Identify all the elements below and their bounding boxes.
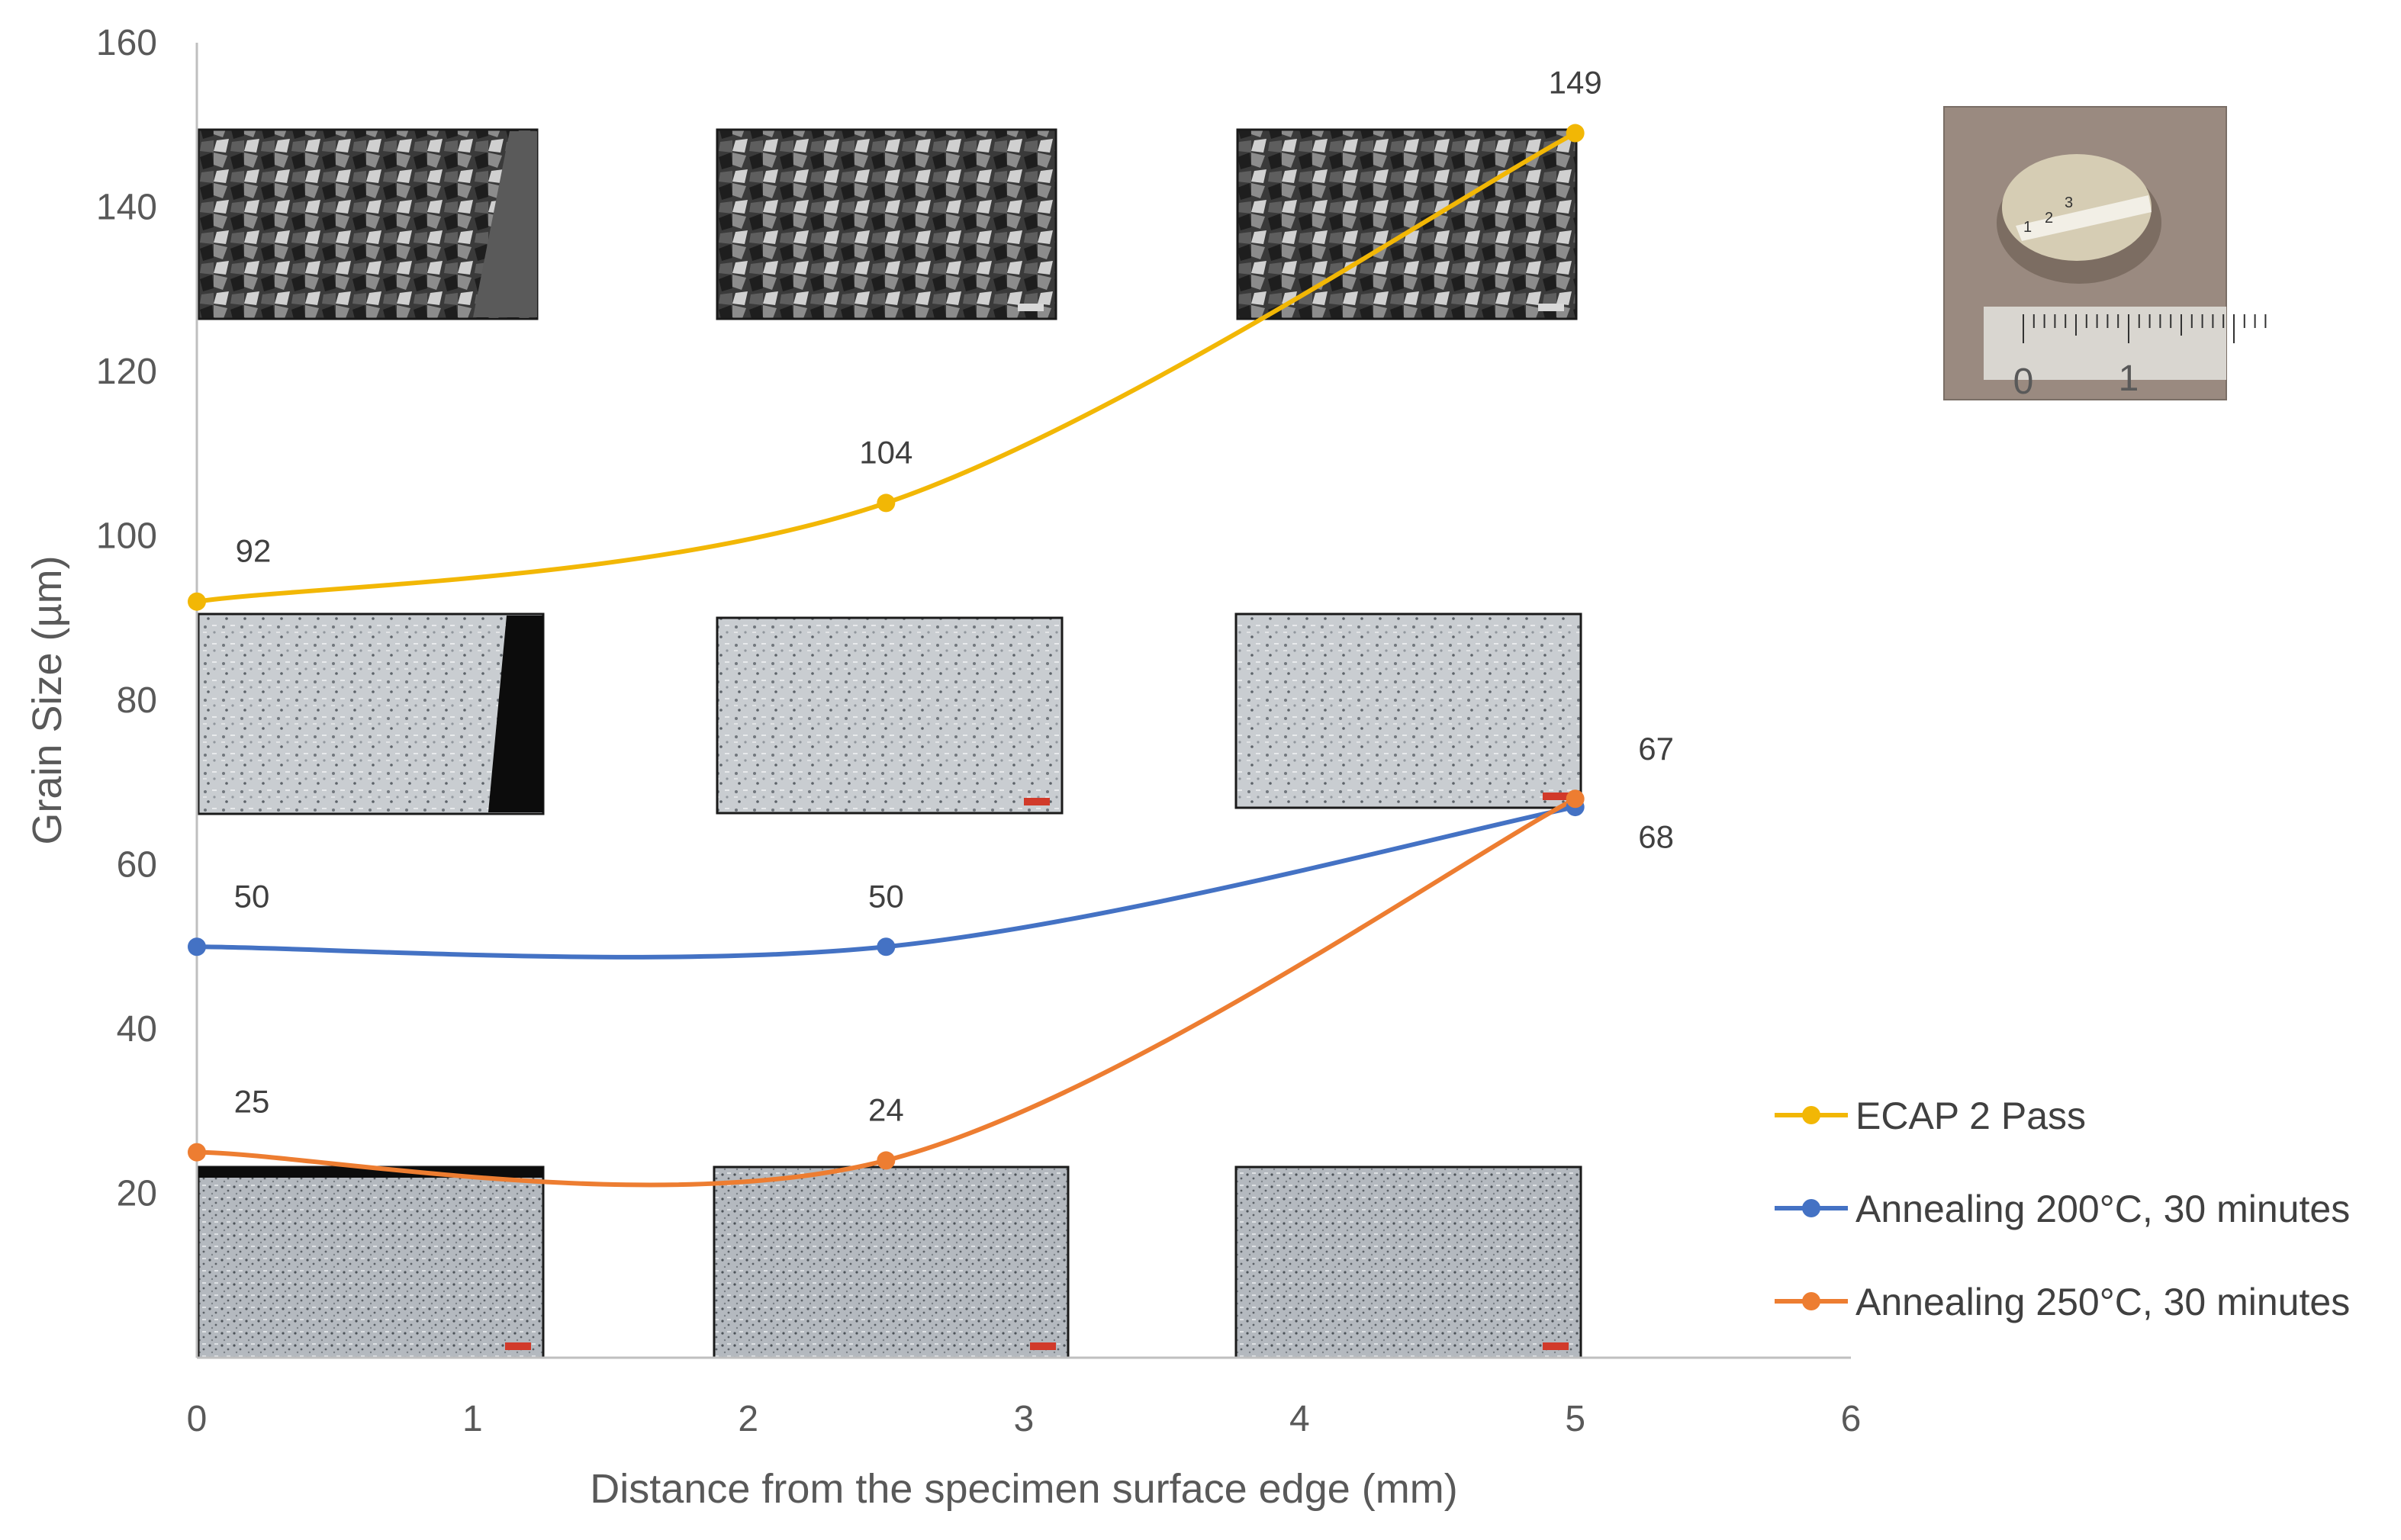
legend-swatch-marker bbox=[1802, 1292, 1820, 1310]
x-tick-label: 0 bbox=[187, 1399, 208, 1439]
legend-swatch-marker bbox=[1802, 1199, 1820, 1217]
series-points bbox=[188, 124, 1585, 1170]
x-tick-label: 6 bbox=[1841, 1399, 1862, 1439]
legend: ECAP 2 Pass Annealing 200°C, 30 minutes An… bbox=[1775, 1095, 2350, 1323]
data-label: 104 bbox=[859, 434, 912, 470]
scale-bar-3 bbox=[1538, 304, 1564, 311]
micrograph-images bbox=[197, 128, 1582, 1359]
data-label: 50 bbox=[234, 878, 270, 914]
y-tick-label: 80 bbox=[117, 680, 157, 721]
data-label: 92 bbox=[236, 533, 272, 569]
data-point bbox=[188, 1143, 206, 1162]
y-tick-label: 160 bbox=[96, 23, 157, 63]
data-point bbox=[1566, 124, 1585, 143]
data-point bbox=[877, 494, 896, 513]
micrograph-edge bbox=[473, 131, 537, 317]
ruler-label-0: 0 bbox=[2013, 362, 2034, 402]
data-label: 67 bbox=[1638, 731, 1674, 767]
scale-bar-5 bbox=[1024, 798, 1050, 805]
data-label: 24 bbox=[868, 1092, 904, 1127]
y-tick-label: 120 bbox=[96, 352, 157, 392]
scale-bar-2 bbox=[1018, 304, 1044, 311]
scale-bar-6 bbox=[1543, 793, 1569, 800]
micrograph-7 bbox=[197, 1165, 545, 1359]
micrograph-8 bbox=[713, 1165, 1070, 1359]
y-tick-label: 40 bbox=[117, 1009, 157, 1050]
micrograph-5 bbox=[716, 616, 1064, 815]
scale-bar-8 bbox=[1030, 1342, 1056, 1350]
legend-label: Annealing 200°C, 30 minutes bbox=[1855, 1188, 2350, 1230]
micrograph-9 bbox=[1234, 1165, 1582, 1359]
x-tick-label: 5 bbox=[1565, 1399, 1585, 1439]
data-label: 149 bbox=[1549, 65, 1602, 101]
micrograph-6 bbox=[1234, 612, 1582, 809]
legend-item: ECAP 2 Pass bbox=[1775, 1095, 2086, 1137]
x-tick-label: 4 bbox=[1289, 1399, 1310, 1439]
y-tick-label: 100 bbox=[96, 516, 157, 557]
micrograph-edge bbox=[488, 616, 543, 812]
x-tick-label: 3 bbox=[1014, 1399, 1035, 1439]
data-label: 68 bbox=[1638, 818, 1674, 854]
x-tick-label: 2 bbox=[738, 1399, 758, 1439]
x-tick-labels: 0 1 2 3 4 5 6 bbox=[187, 1399, 1862, 1439]
specimen-mark-1: 1 bbox=[2023, 219, 2032, 236]
data-point bbox=[1566, 789, 1585, 809]
legend-label: ECAP 2 Pass bbox=[1855, 1095, 2086, 1137]
micrograph-4 bbox=[197, 612, 545, 815]
legend-swatch-marker bbox=[1802, 1106, 1820, 1124]
y-tick-label: 140 bbox=[96, 188, 157, 228]
ruler-ticks bbox=[2023, 314, 2267, 343]
data-labels: 92 104 149 50 50 67 25 24 68 bbox=[234, 65, 1674, 1128]
legend-label: Annealing 250°C, 30 minutes bbox=[1855, 1281, 2350, 1323]
micrograph-3 bbox=[1236, 128, 1578, 320]
specimen-mark-2: 2 bbox=[2045, 210, 2053, 227]
y-tick-labels: 20 40 60 80 100 120 140 160 bbox=[96, 23, 157, 1214]
y-tick-label: 20 bbox=[117, 1174, 157, 1214]
data-label: 50 bbox=[868, 878, 904, 914]
data-point bbox=[877, 1151, 896, 1170]
axes: 20 40 60 80 100 120 140 160 0 1 2 3 4 5 6 Distance fr… bbox=[24, 23, 1861, 1512]
x-axis-title: Distance from the specimen surface edge … bbox=[590, 1466, 1457, 1512]
scale-bar-9 bbox=[1543, 1342, 1569, 1350]
data-point bbox=[188, 592, 206, 611]
scale-bar-7 bbox=[505, 1342, 531, 1350]
x-tick-label: 1 bbox=[462, 1399, 483, 1439]
data-point bbox=[877, 937, 896, 956]
data-point bbox=[188, 937, 206, 956]
legend-item: Annealing 250°C, 30 minutes bbox=[1775, 1281, 2350, 1323]
ruler-label-1: 1 bbox=[2119, 358, 2139, 399]
specimen-mark-3: 3 bbox=[2065, 195, 2073, 211]
specimen-photo: 0 1 1 2 3 bbox=[1943, 106, 2267, 402]
data-label: 25 bbox=[234, 1084, 270, 1120]
legend-item: Annealing 200°C, 30 minutes bbox=[1775, 1188, 2350, 1230]
y-axis-title: Grain Size (µm) bbox=[24, 555, 70, 844]
micrograph-2 bbox=[716, 128, 1057, 320]
y-tick-label: 60 bbox=[117, 845, 157, 886]
